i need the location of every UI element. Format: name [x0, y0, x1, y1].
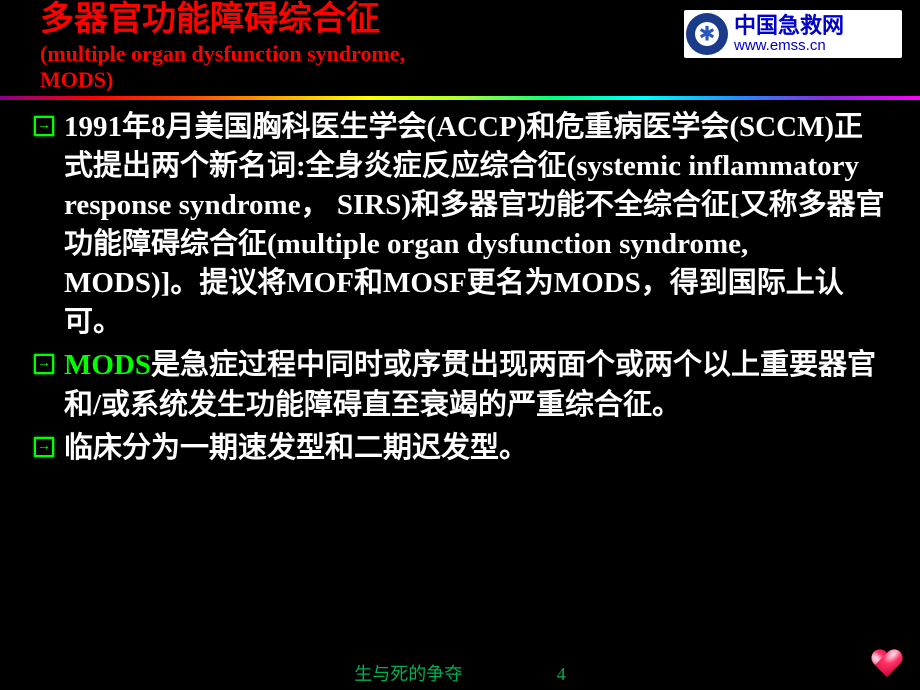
highlight-prefix-2: MODS [64, 349, 151, 381]
arrow-box-icon [34, 116, 54, 136]
arrow-box-icon [34, 437, 54, 457]
arrow-box-icon [34, 354, 54, 374]
item-body-2: 是急症过程中同时或序贯出现两面个或两个以上重要器官和/或系统发生功能障碍直至衰竭… [64, 349, 876, 420]
subtitle-line2: MODS) [40, 67, 880, 93]
star-icon: ✱ [699, 22, 716, 47]
logo-inner-circle: ✱ [695, 22, 719, 46]
list-item: 临床分为一期速发型和二期迟发型。 [34, 429, 886, 468]
footer-text: 生与死的争夺 [354, 664, 462, 684]
logo-emblem: ✱ [686, 13, 728, 55]
item-body-3: 临床分为一期速发型和二期迟发型。 [64, 432, 528, 464]
item-text-3: 临床分为一期速发型和二期迟发型。 [64, 429, 528, 468]
page-number: 4 [557, 664, 566, 684]
list-item: MODS是急症过程中同时或序贯出现两面个或两个以上重要器官和/或系统发生功能障碍… [34, 346, 886, 424]
item-text-2: MODS是急症过程中同时或序贯出现两面个或两个以上重要器官和/或系统发生功能障碍… [64, 346, 886, 424]
logo-cn-text: 中国急救网 [734, 14, 844, 38]
logo-url-text: www.emss.cn [734, 38, 844, 55]
content-area: 1991年8月美国胸科医生学会(ACCP)和危重病医学会(SCCM)正式提出两个… [0, 100, 920, 468]
footer: 生与死的争夺 4 [0, 660, 920, 686]
logo-text-block: 中国急救网 www.emss.cn [734, 14, 844, 55]
site-logo: ✱ 中国急救网 www.emss.cn [684, 10, 902, 58]
heart-icon [870, 650, 906, 684]
list-item: 1991年8月美国胸科医生学会(ACCP)和危重病医学会(SCCM)正式提出两个… [34, 108, 886, 343]
item-body-1: 1991年8月美国胸科医生学会(ACCP)和危重病医学会(SCCM)正式提出两个… [64, 111, 885, 339]
item-text-1: 1991年8月美国胸科医生学会(ACCP)和危重病医学会(SCCM)正式提出两个… [64, 108, 886, 343]
